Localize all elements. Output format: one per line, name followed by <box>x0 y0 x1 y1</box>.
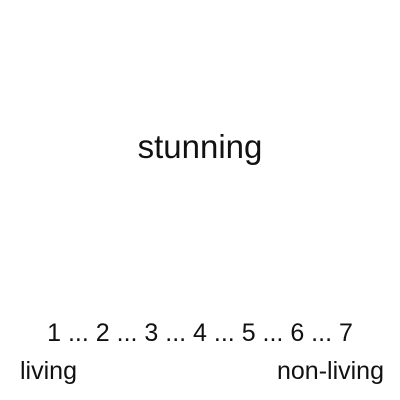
scale-separator: ... <box>109 319 145 347</box>
scale-point-1[interactable]: 1 <box>47 319 62 347</box>
stimulus-word: stunning <box>137 128 263 165</box>
scale-separator: ... <box>255 319 291 347</box>
scale-point-7[interactable]: 7 <box>338 319 353 347</box>
rating-scale: 1 ... 2 ... 3 ... 4 ... 5 ... 6 ... 7 <box>0 318 400 348</box>
scale-separator: ... <box>304 319 339 347</box>
scale-separator: ... <box>206 319 242 347</box>
scale-separator: ... <box>158 319 194 347</box>
scale-anchor-left: living <box>20 357 77 385</box>
scale-separator: ... <box>61 319 96 347</box>
scale-anchor-right: non-living <box>276 357 384 385</box>
scale-point-5[interactable]: 5 <box>241 319 256 347</box>
scale-point-3[interactable]: 3 <box>144 319 159 347</box>
scale-point-6[interactable]: 6 <box>290 319 305 347</box>
scale-point-4[interactable]: 4 <box>193 319 207 347</box>
scale-point-2[interactable]: 2 <box>95 319 110 347</box>
